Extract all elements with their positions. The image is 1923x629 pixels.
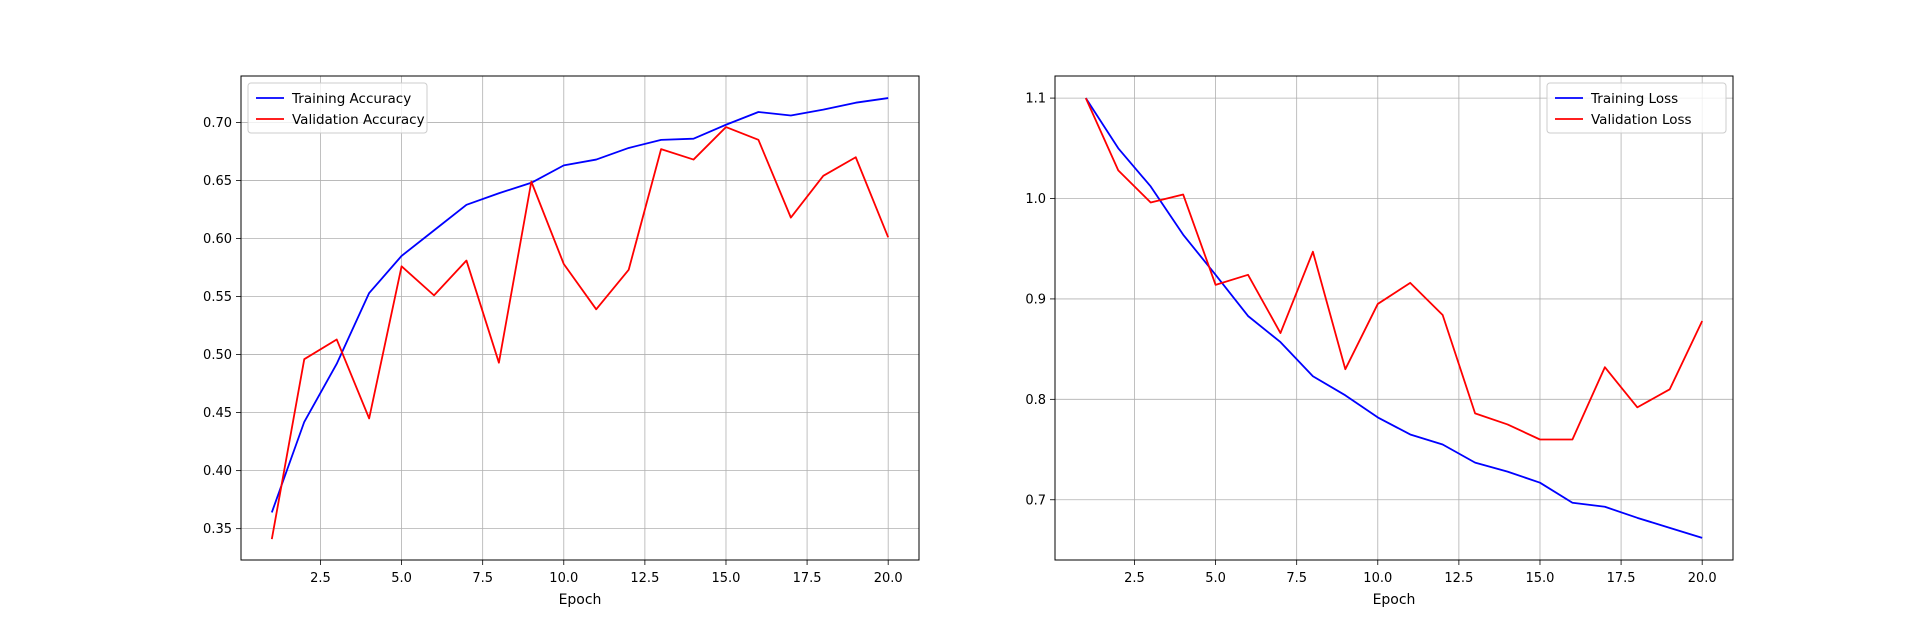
x-tick-label: 10.0 bbox=[549, 571, 578, 586]
y-tick-label: 0.35 bbox=[203, 522, 232, 537]
legend-label: Validation Accuracy bbox=[292, 112, 425, 128]
legend-frame bbox=[1546, 82, 1727, 134]
legend: Training Loss Validation Loss bbox=[1546, 82, 1727, 134]
y-tick-label: 0.65 bbox=[203, 174, 232, 189]
x-tick-label: 7.5 bbox=[472, 571, 493, 586]
legend-label: Training Loss bbox=[1590, 91, 1678, 107]
series-line-2 bbox=[1084, 97, 1703, 441]
y-tick-label: 1.1 bbox=[1025, 92, 1046, 107]
y-tick-label: 0.70 bbox=[203, 116, 232, 131]
legend-label: Training Accuracy bbox=[291, 91, 411, 107]
x-tick-label: 5.0 bbox=[1205, 571, 1226, 586]
x-axis-label: Epoch bbox=[1373, 592, 1416, 608]
x-tick-label: 7.5 bbox=[1286, 571, 1307, 586]
x-tick-label: 17.5 bbox=[1607, 571, 1636, 586]
y-tick-label: 0.60 bbox=[203, 232, 232, 247]
axes-frame bbox=[240, 75, 920, 561]
y-tick-label: 0.50 bbox=[203, 348, 232, 363]
legend: Training Accuracy Validation Accuracy bbox=[247, 82, 428, 134]
x-tick-label: 12.5 bbox=[630, 571, 659, 586]
legend-label: Validation Loss bbox=[1591, 112, 1692, 128]
x-tick-label: 15.0 bbox=[712, 571, 741, 586]
x-tick-label: 2.5 bbox=[1124, 571, 1145, 586]
chart-1: 2.5 5.0 7.5 10.0 12.5 15.0 17.5 20.0 0.35 0.40 0.4… bbox=[203, 75, 920, 608]
x-tick-label: 15.0 bbox=[1526, 571, 1555, 586]
y-tick-label: 0.9 bbox=[1025, 292, 1046, 307]
series-line-2 bbox=[270, 126, 890, 540]
x-tick-label: 17.5 bbox=[793, 571, 822, 586]
x-tick-label: 20.0 bbox=[1688, 571, 1717, 586]
x-tick-label: 20.0 bbox=[874, 571, 903, 586]
y-tick-label: 0.55 bbox=[203, 290, 232, 305]
legend-frame bbox=[247, 82, 428, 134]
y-tick-label: 0.40 bbox=[203, 464, 232, 479]
x-tick-label: 10.0 bbox=[1363, 571, 1392, 586]
series-line-1 bbox=[1085, 97, 1703, 539]
series-line-1 bbox=[270, 97, 889, 513]
x-tick-label: 12.5 bbox=[1444, 571, 1473, 586]
x-axis-label: Epoch bbox=[559, 592, 602, 608]
y-tick-label: 0.45 bbox=[203, 406, 232, 421]
chart-2: 2.5 5.0 7.5 10.0 12.5 15.0 17.5 20.0 0.7 0.8 0.9 1.… bbox=[1025, 75, 1734, 608]
x-tick-label: 2.5 bbox=[310, 571, 331, 586]
axes-frame bbox=[1054, 75, 1734, 561]
y-tick-label: 0.7 bbox=[1025, 493, 1046, 508]
y-tick-label: 0.8 bbox=[1025, 393, 1046, 408]
y-tick-label: 1.0 bbox=[1025, 192, 1046, 207]
x-tick-label: 5.0 bbox=[391, 571, 412, 586]
